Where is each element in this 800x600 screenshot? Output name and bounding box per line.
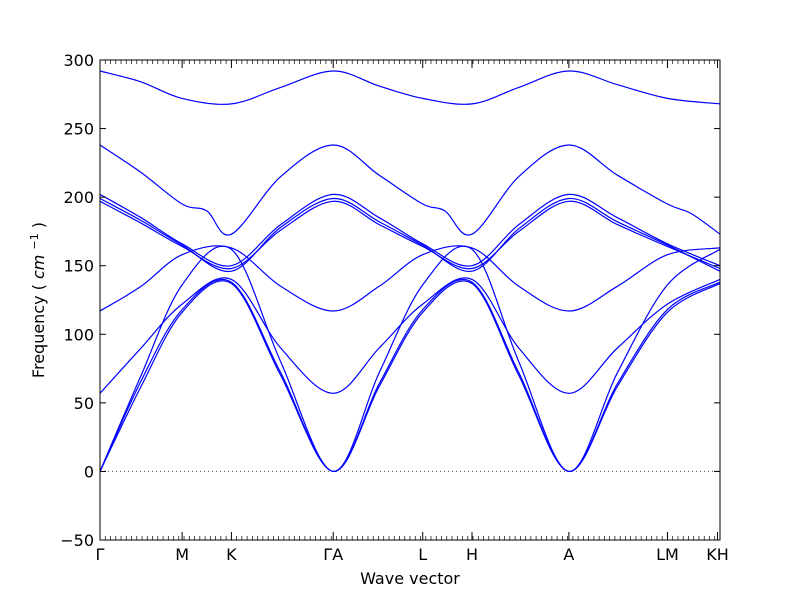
y-tick-label: 300 [63, 51, 94, 70]
x-tick-label: LM [656, 545, 679, 564]
x-tick-label: Γ [96, 545, 105, 564]
x-tick-label: KH [706, 545, 729, 564]
y-tick-label: 100 [63, 325, 94, 344]
dispersion-branch-6 [99, 245, 721, 312]
x-axis-label: Wave vector [360, 569, 460, 588]
dispersion-branch-7 [99, 245, 721, 473]
x-tick-label: A [563, 545, 574, 564]
x-tick-label: L [418, 545, 427, 564]
y-tick-label: 250 [63, 120, 94, 139]
y-axis-label-text: Frequency [29, 295, 48, 378]
x-tick-label: M [175, 545, 189, 564]
y-axis-label-unit: cm [29, 255, 48, 279]
dispersion-branch-8 [99, 277, 721, 394]
y-tick-label: 200 [63, 188, 94, 207]
x-tick-label: K [226, 545, 237, 564]
dispersion-branch-5 [99, 200, 721, 270]
dispersion-branch-3 [99, 193, 721, 267]
y-axis-label: Frequency ( cm −1 ) [28, 222, 49, 378]
y-tick-label: 0 [84, 462, 94, 481]
dispersion-branch-10 [99, 278, 721, 473]
dispersion-branch-9 [99, 280, 721, 473]
y-axis-label-open-paren: ( [29, 284, 48, 290]
y-axis-label-unit-exp: −1 [28, 233, 41, 249]
plot-frame [99, 59, 721, 541]
y-tick-label: 150 [63, 257, 94, 276]
x-tick-label: ΓA [323, 545, 343, 564]
dispersion-branch-1 [99, 70, 721, 105]
y-tick-label: −50 [60, 531, 94, 550]
dispersion-branch-2 [99, 144, 721, 236]
y-axis-label-close-paren: ) [29, 222, 48, 228]
x-tick-label: H [466, 545, 478, 564]
dispersion-branch-4 [99, 197, 721, 272]
y-tick-label: 50 [74, 394, 94, 413]
